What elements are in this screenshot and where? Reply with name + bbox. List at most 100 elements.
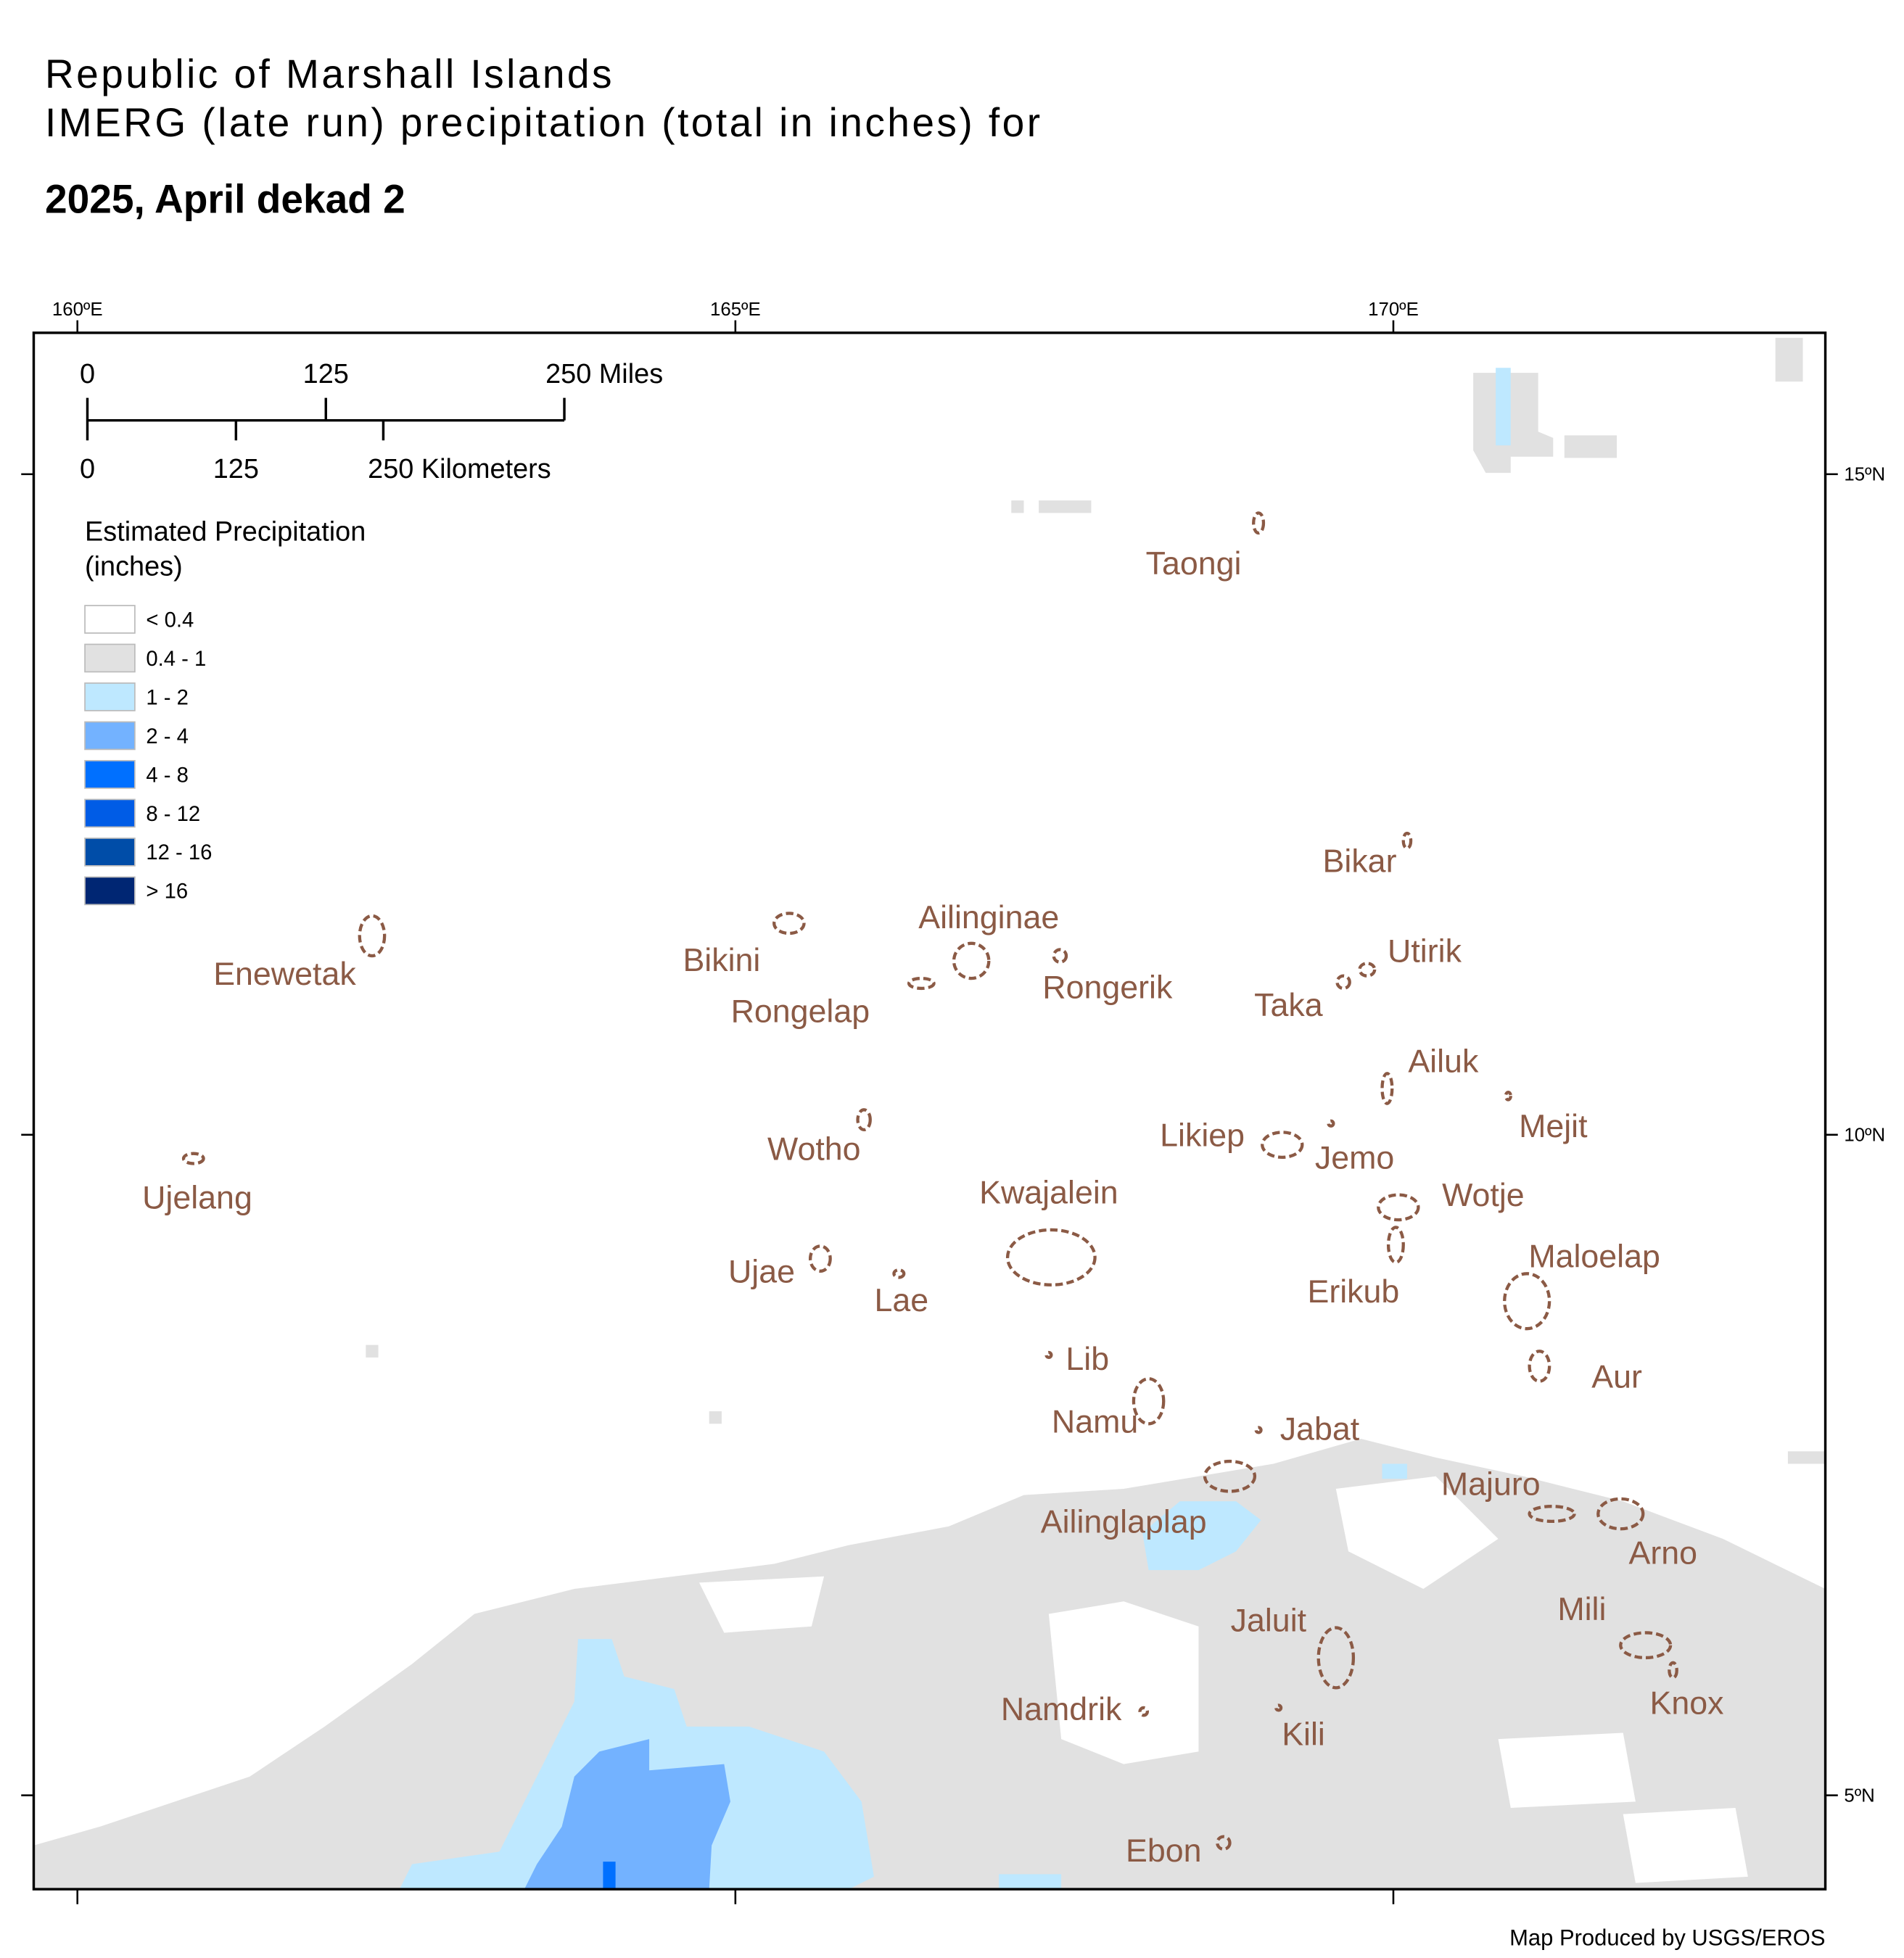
island-outline bbox=[1335, 974, 1351, 991]
scale-label: 125 bbox=[303, 359, 349, 389]
island-outline bbox=[1504, 1090, 1512, 1102]
island-outline bbox=[808, 1244, 832, 1273]
legend-swatch bbox=[84, 876, 136, 906]
island-label: Rongelap bbox=[731, 993, 870, 1029]
legend-label: > 16 bbox=[146, 880, 188, 904]
credit: Map Produced by USGS/EROS bbox=[1509, 1925, 1825, 1951]
island-outline bbox=[1386, 1226, 1405, 1264]
island-outline bbox=[952, 941, 991, 980]
island-outline bbox=[1528, 1350, 1551, 1383]
legend-swatch bbox=[84, 838, 136, 867]
legend-swatch bbox=[84, 721, 136, 751]
island-label: Ujae bbox=[728, 1253, 795, 1289]
island-outline bbox=[1005, 1228, 1097, 1286]
legend-label: < 0.4 bbox=[146, 608, 194, 632]
island-label: Likiep bbox=[1160, 1117, 1245, 1153]
island-label: Jaluit bbox=[1231, 1603, 1307, 1639]
island-outline bbox=[1358, 962, 1377, 978]
island-label: Ailinginae bbox=[918, 899, 1059, 935]
island-label: Lae bbox=[874, 1282, 928, 1318]
island-outline bbox=[1503, 1272, 1551, 1331]
island-outline bbox=[181, 1152, 205, 1165]
island-label: Aur bbox=[1591, 1358, 1642, 1395]
island-label: Wotje bbox=[1442, 1177, 1525, 1213]
island-outline bbox=[1203, 1459, 1257, 1493]
island-label: Namdrik bbox=[1001, 1691, 1122, 1727]
island-label: Jemo bbox=[1315, 1139, 1394, 1176]
longitude-label: 160ºE bbox=[52, 300, 103, 320]
island-label: Erikub bbox=[1307, 1273, 1399, 1310]
legend-label: 12 - 16 bbox=[146, 840, 212, 864]
legend-swatch bbox=[84, 605, 136, 634]
raster bbox=[33, 337, 1826, 1890]
scale-label: 0 bbox=[80, 454, 95, 484]
title: Republic of Marshall Islands bbox=[45, 51, 614, 96]
island-label: Knox bbox=[1649, 1685, 1723, 1722]
island-label: Mejit bbox=[1519, 1108, 1588, 1144]
scale-label: 0 bbox=[80, 359, 95, 389]
island-label: Rongerik bbox=[1042, 970, 1173, 1006]
island-label: Maloelap bbox=[1528, 1239, 1660, 1275]
latitude-label: 15ºN bbox=[1844, 464, 1885, 484]
island-outline bbox=[1044, 1350, 1053, 1360]
island-label: Ujelang bbox=[142, 1180, 252, 1216]
island-outline bbox=[1052, 948, 1068, 964]
longitude-label: 170ºE bbox=[1368, 300, 1419, 320]
island-label: Jabat bbox=[1280, 1411, 1360, 1447]
title: IMERG (late run) precipitation (total in… bbox=[45, 100, 1043, 145]
island-label: Arno bbox=[1629, 1535, 1698, 1571]
island-label: Wotho bbox=[767, 1131, 861, 1167]
island-outline bbox=[1668, 1661, 1678, 1680]
island-outline bbox=[1377, 1193, 1420, 1222]
scale-label: 250 Miles bbox=[545, 359, 663, 389]
island-label: Mili bbox=[1557, 1591, 1606, 1627]
island-outline bbox=[1596, 1497, 1645, 1531]
island-label: Ailinglaplap bbox=[1041, 1503, 1207, 1540]
island-label: Taka bbox=[1254, 987, 1323, 1023]
island-label: Ebon bbox=[1126, 1833, 1202, 1869]
island-outline bbox=[1216, 1835, 1232, 1851]
legend-swatch bbox=[84, 760, 136, 789]
scale-label: 125 bbox=[213, 454, 259, 484]
legend-title: (inches) bbox=[85, 552, 183, 582]
island-outline bbox=[1528, 1505, 1576, 1524]
island-outline bbox=[1401, 831, 1413, 850]
scale-label: 250 Kilometers bbox=[368, 454, 551, 484]
legend-swatch bbox=[84, 798, 136, 828]
legend-label: 8 - 12 bbox=[146, 802, 200, 826]
legend-swatch bbox=[84, 643, 136, 673]
island-outline bbox=[1274, 1703, 1283, 1712]
island-outline bbox=[907, 976, 936, 991]
scale-bar bbox=[86, 397, 566, 441]
island-outline bbox=[1327, 1119, 1335, 1128]
island-outline bbox=[892, 1268, 906, 1279]
island-outline bbox=[1254, 1426, 1263, 1434]
island-label: Ailuk bbox=[1408, 1043, 1479, 1079]
map-frame bbox=[32, 331, 1827, 1891]
island-label: Utirik bbox=[1388, 933, 1462, 970]
island-outline bbox=[1252, 511, 1266, 535]
latitude-label: 10ºN bbox=[1844, 1125, 1885, 1145]
island-label: Enewetak bbox=[213, 956, 356, 992]
island-label: Taongi bbox=[1146, 545, 1242, 582]
island-label: Bikini bbox=[683, 942, 760, 978]
island-outline bbox=[358, 914, 387, 958]
period: 2025, April dekad 2 bbox=[45, 176, 405, 221]
island-label: Bikar bbox=[1323, 843, 1397, 879]
island-outline bbox=[772, 912, 806, 935]
island-outline bbox=[1380, 1072, 1394, 1105]
legend-label: 2 - 4 bbox=[146, 724, 189, 748]
legend-label: 1 - 2 bbox=[146, 685, 189, 709]
legend-swatch bbox=[84, 682, 136, 711]
legend-label: 4 - 8 bbox=[146, 763, 189, 787]
island-outline bbox=[856, 1108, 872, 1132]
island-label: Namu bbox=[1052, 1403, 1138, 1439]
island-outline bbox=[1619, 1631, 1673, 1660]
island-outline bbox=[1261, 1131, 1304, 1160]
island-label: Kili bbox=[1282, 1717, 1325, 1753]
island-label: Majuro bbox=[1441, 1466, 1541, 1503]
island-outline bbox=[1132, 1377, 1166, 1426]
legend-title: Estimated Precipitation bbox=[85, 516, 366, 547]
